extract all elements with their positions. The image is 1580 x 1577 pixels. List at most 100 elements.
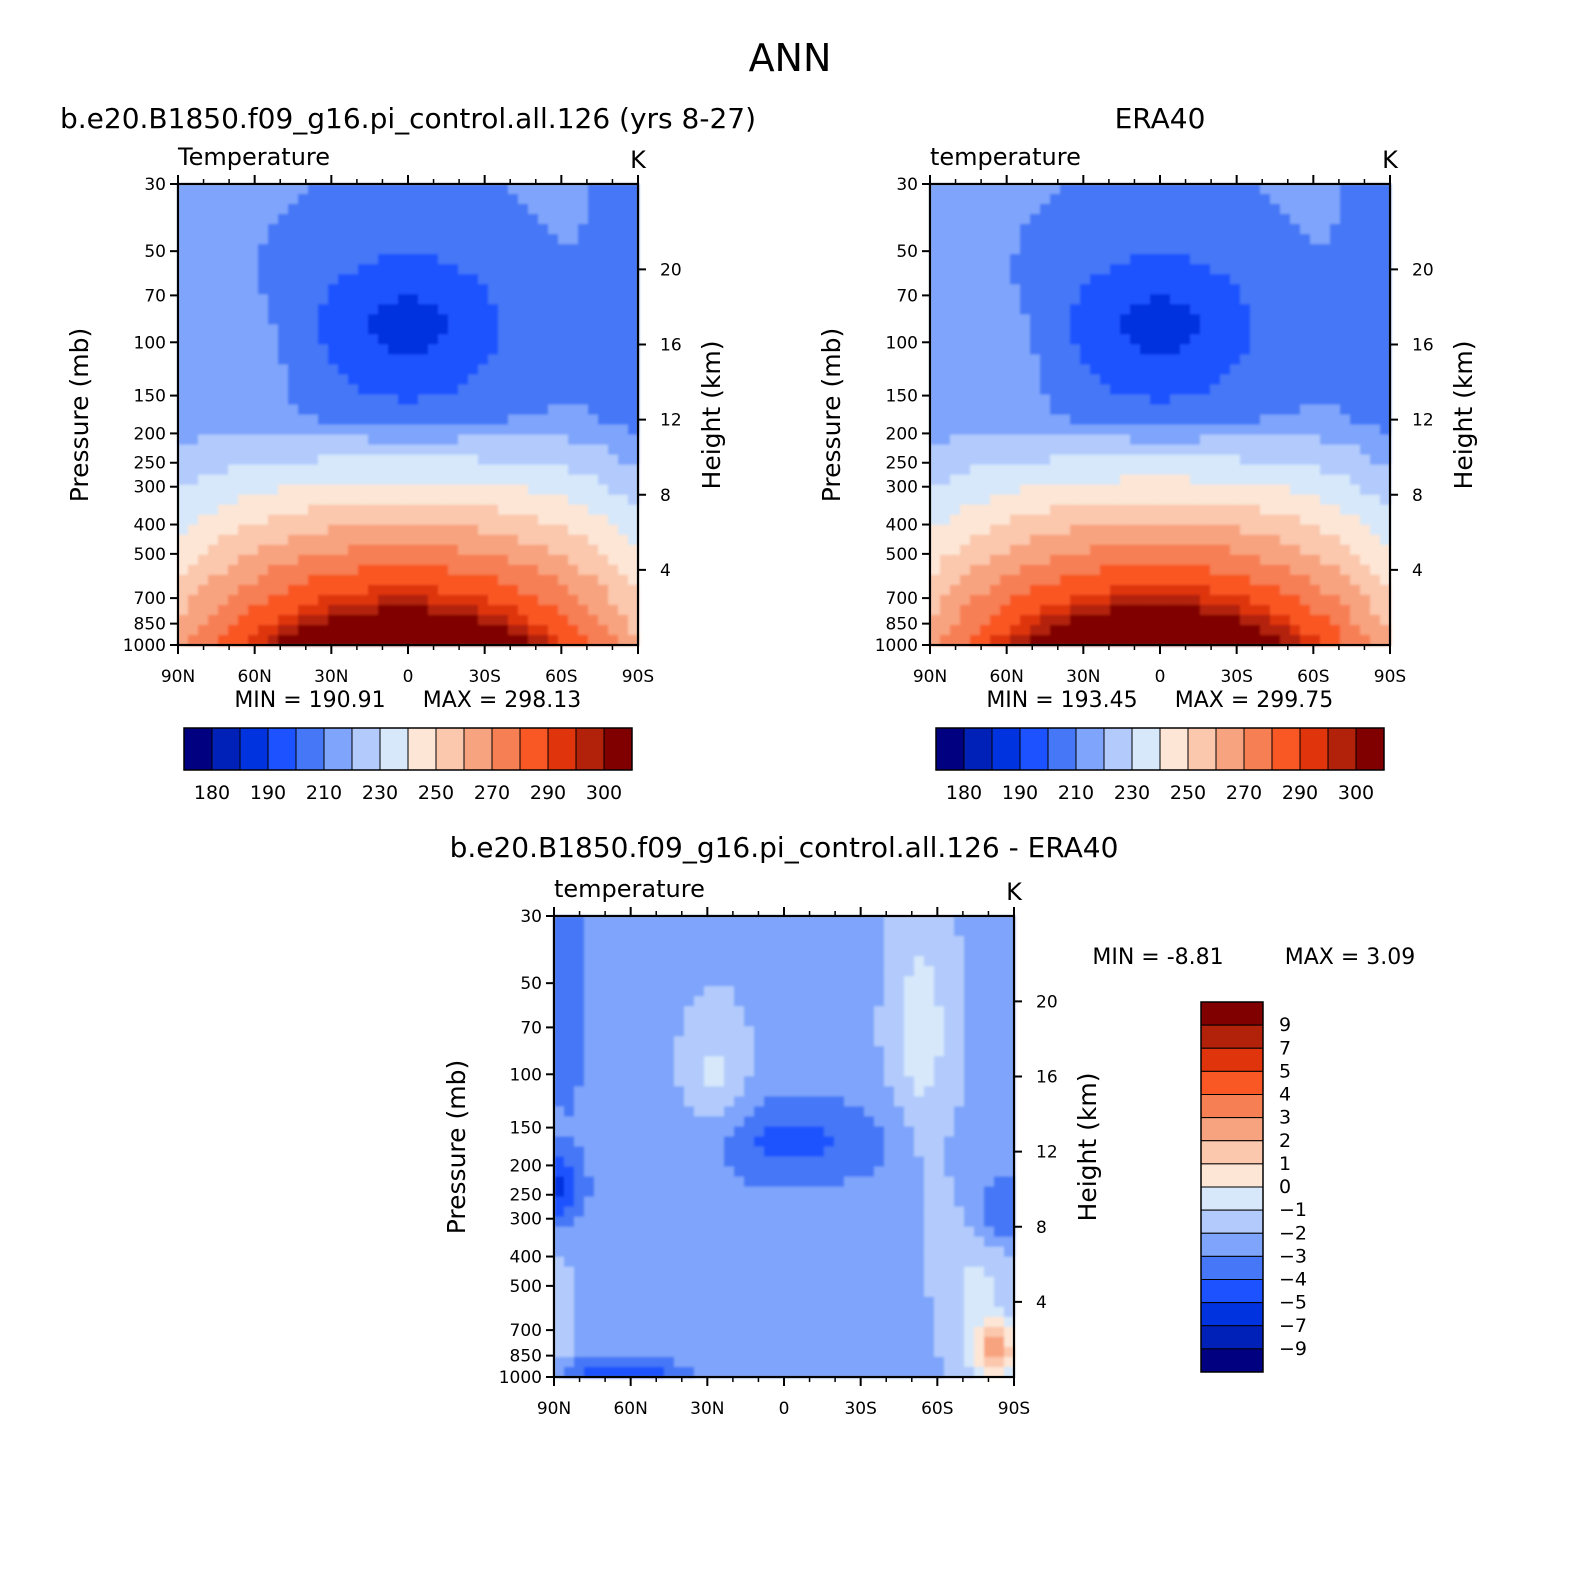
field-cell [1350,344,1361,356]
field-cell [558,364,569,376]
field-cell [1330,394,1341,406]
field-cell [1000,294,1011,305]
panel-obs-field [930,184,1391,646]
field-cell [1010,194,1021,205]
field-cell [1330,624,1341,636]
field-cell [418,234,429,245]
field-cell [554,936,565,947]
field-cell [498,564,509,576]
field-cell [1340,324,1351,336]
field-cell [1010,554,1021,566]
panel-model-y2label: Height (km) [697,341,726,490]
panel-obs-units: K [1382,146,1399,174]
field-cell [1070,304,1081,315]
field-cell [1280,464,1291,476]
field-cell [1160,594,1171,606]
field-cell [1070,474,1081,486]
field-cell [448,404,459,416]
field-cell [468,404,479,416]
field-cell [844,916,855,927]
field-cell [438,464,449,476]
field-cell [960,254,971,265]
field-cell [1080,284,1091,295]
field-cell [1140,454,1151,466]
field-cell [408,304,419,315]
field-cell [238,334,249,346]
field-cell [388,624,399,636]
field-cell [1160,284,1171,295]
field-cell [288,584,299,596]
field-cell [258,264,269,275]
field-cell [228,374,239,386]
field-cell [598,564,609,576]
field-cell [278,314,289,325]
field-cell [940,354,951,366]
field-cell [834,946,845,957]
field-cell [1320,484,1331,496]
field-cell [950,494,961,506]
field-cell [378,494,389,506]
field-cell [1370,314,1381,325]
field-cell [578,604,589,616]
field-cell [1290,524,1301,536]
field-cell [1130,634,1141,646]
field-cell [950,464,961,476]
field-cell [538,204,549,215]
field-cell [598,444,609,456]
field-cell [1020,564,1031,576]
field-cell [508,214,519,225]
x-tick-label: 90S [1374,667,1406,687]
field-cell [508,594,519,606]
field-cell [558,304,569,315]
field-cell [1000,394,1011,406]
y-tick-label: 1000 [123,636,166,656]
field-cell [1210,434,1221,446]
field-cell [188,554,199,566]
field-cell [368,564,379,576]
field-cell [1130,214,1141,225]
field-cell [268,634,279,646]
field-cell [1070,424,1081,436]
field-cell [1090,604,1101,616]
field-cell [754,936,765,947]
field-cell [930,564,941,576]
field-cell [1240,634,1251,646]
field-cell [1320,594,1331,606]
field-cell [448,574,459,586]
field-cell [278,534,289,546]
field-cell [578,634,589,646]
field-cell [578,404,589,416]
field-cell [1320,454,1331,466]
field-cell [608,534,619,546]
field-cell [408,254,419,265]
field-cell [238,214,249,225]
field-cell [1040,394,1051,406]
field-cell [298,534,309,546]
field-cell [1300,504,1311,516]
field-cell [1050,204,1061,215]
field-cell [1350,514,1361,526]
field-cell [578,464,589,476]
field-cell [1040,584,1051,596]
field-cell [1010,634,1021,646]
field-cell [1340,564,1351,576]
field-cell [208,444,219,456]
field-cell [1100,244,1111,255]
field-cell [784,996,795,1007]
field-cell [538,404,549,416]
field-cell [1170,344,1181,356]
field-cell [1100,574,1111,586]
field-cell [980,314,991,325]
field-cell [614,916,625,927]
field-cell [318,464,329,476]
field-cell [218,594,229,606]
field-cell [1330,244,1341,255]
field-cell [508,224,519,235]
field-cell [1230,444,1241,456]
field-cell [598,244,609,255]
field-cell [584,966,595,977]
field-cell [268,474,279,486]
field-cell [744,996,755,1007]
field-cell [1310,564,1321,576]
